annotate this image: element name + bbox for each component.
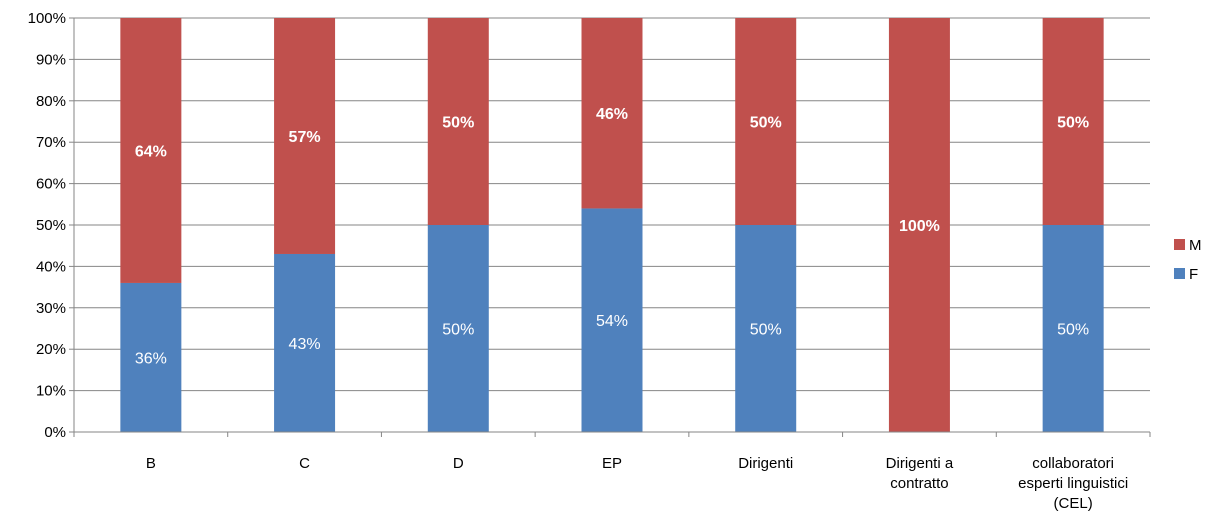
data-label-f: 50%	[750, 322, 782, 339]
y-tick-label: 50%	[36, 217, 66, 234]
bar-m	[581, 18, 643, 209]
bar-m	[274, 18, 336, 254]
bar-m	[888, 18, 950, 432]
data-label-f: 36%	[135, 350, 167, 367]
bar-f	[735, 225, 797, 432]
y-tick-label: 30%	[36, 300, 66, 317]
axes	[69, 17, 1151, 437]
x-tick-label: C	[299, 455, 310, 472]
bar-f	[1042, 225, 1104, 432]
bar-f	[427, 225, 489, 432]
y-tick-label: 0%	[44, 424, 66, 441]
legend: MF	[1174, 237, 1202, 283]
x-tick-label: Dirigenti	[738, 455, 793, 472]
y-tick-label: 80%	[36, 93, 66, 110]
bar-f	[120, 282, 182, 432]
data-label-m: 50%	[750, 115, 782, 132]
x-tick-label: collaboratori esperti linguistici (CEL)	[1018, 455, 1128, 512]
y-tick-label: 20%	[36, 341, 66, 358]
data-label-m: 50%	[442, 115, 474, 132]
x-tick-label: D	[453, 455, 464, 472]
data-label-m: 100%	[899, 218, 940, 235]
bar-m	[427, 18, 489, 225]
data-label-f: 50%	[1057, 322, 1089, 339]
data-labels: 36% 64% 43% 57% 50% 50% 54% 46% 50% 50% 100% 50% 50%	[135, 106, 1089, 367]
bars	[120, 18, 1104, 432]
y-tick-label: 40%	[36, 258, 66, 275]
y-axis-tick-labels: 0% 10% 20% 30% 40% 50% 60% 70% 80% 90% 100%	[28, 10, 66, 441]
x-axis-tick-labels: B C D EP Dirigenti Dirigenti a contratto collab…	[146, 455, 1128, 512]
bar-m	[120, 18, 182, 283]
y-tick-label: 10%	[36, 383, 66, 400]
bar-f	[581, 208, 643, 432]
data-label-m: 50%	[1057, 115, 1089, 132]
data-label-m: 46%	[596, 106, 628, 123]
legend-label-m: M	[1189, 237, 1202, 254]
legend-swatch-m	[1174, 239, 1185, 250]
bar-m	[1042, 18, 1104, 225]
x-tick-label: Dirigenti a contratto	[886, 455, 954, 492]
y-tick-label: 60%	[36, 176, 66, 193]
data-label-f: 50%	[442, 322, 474, 339]
bar-f	[274, 253, 336, 432]
data-label-m: 57%	[289, 129, 321, 146]
data-label-f: 43%	[289, 336, 321, 353]
y-tick-label: 90%	[36, 51, 66, 68]
legend-swatch-f	[1174, 268, 1185, 279]
x-tick-label: B	[146, 455, 156, 472]
y-tick-label: 70%	[36, 134, 66, 151]
x-tick-label: EP	[602, 455, 622, 472]
bar-m	[735, 18, 797, 225]
data-label-m: 64%	[135, 143, 167, 160]
data-label-f: 54%	[596, 313, 628, 330]
y-tick-label: 100%	[28, 10, 66, 27]
legend-label-f: F	[1189, 266, 1198, 283]
